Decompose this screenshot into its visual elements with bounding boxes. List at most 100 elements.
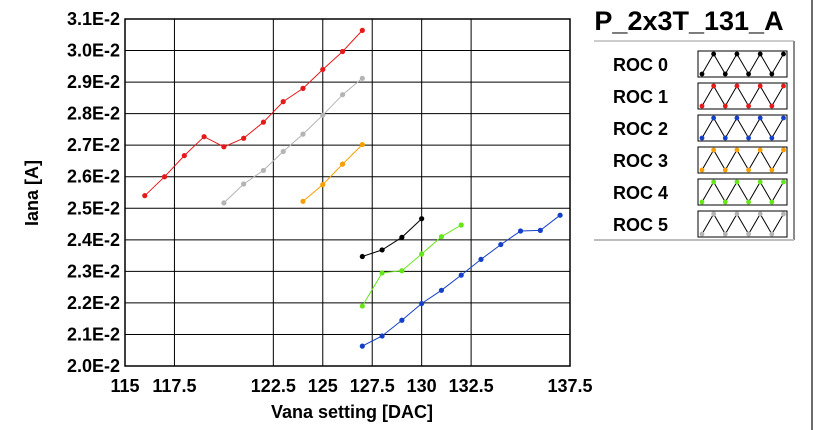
x-tick-label: 122.5 — [251, 376, 296, 396]
data-point — [260, 167, 267, 174]
x-tick-label: 125 — [308, 376, 338, 396]
legend-label: ROC 1 — [613, 87, 668, 107]
data-point — [241, 135, 247, 141]
series-0 — [359, 216, 425, 260]
y-tick-labels: 2.0E-2 2.1E-2 2.2E-2 2.3E-2 2.4E-2 2.5E-2 2.6E… — [67, 9, 120, 376]
data-point — [339, 92, 346, 98]
legend-swatch-point — [757, 147, 763, 153]
data-point — [181, 152, 187, 159]
data-point — [201, 134, 207, 140]
legend-swatch-line — [701, 149, 784, 171]
y-tick-label: 2.3E-2 — [67, 261, 120, 281]
data-point — [438, 234, 445, 240]
legend-label: ROC 4 — [613, 183, 668, 203]
legend-swatch-point — [746, 199, 751, 205]
series-line — [361, 224, 462, 307]
data-point — [517, 228, 524, 234]
series-3 — [300, 141, 365, 204]
legend-swatch-point — [734, 179, 740, 185]
data-point — [419, 300, 425, 307]
y-tick-label: 2.2E-2 — [67, 293, 120, 313]
legend-swatch-point — [722, 167, 728, 173]
legend-swatch-point — [722, 199, 728, 205]
legend-swatch-point — [781, 115, 786, 121]
x-tick-label: 115 — [110, 376, 139, 396]
legend-swatch-point — [711, 83, 717, 89]
series-line — [362, 214, 561, 347]
legend-swatch-point — [711, 115, 717, 121]
legend-swatch-point — [711, 211, 717, 217]
y-tick-label: 2.5E-2 — [67, 198, 120, 218]
legend-swatch-point — [746, 231, 751, 237]
x-tick-label: 127.5 — [350, 376, 395, 396]
x-tick-label: 137.5 — [547, 376, 592, 396]
data-point — [161, 174, 168, 180]
legend-swatch-point — [699, 103, 705, 109]
data-point — [359, 303, 365, 309]
series-2 — [359, 212, 563, 349]
data-point — [379, 270, 385, 276]
grid — [124, 18, 571, 367]
legend-swatch-point — [769, 71, 775, 77]
data-point — [320, 182, 326, 188]
data-point — [142, 193, 148, 199]
series-line — [223, 77, 363, 204]
y-tick-label: 2.0E-2 — [67, 356, 120, 376]
legend-swatch-point — [757, 51, 763, 57]
legend-swatch-point — [734, 211, 740, 217]
data-point — [280, 99, 286, 105]
data-point — [419, 251, 425, 257]
series-layer — [142, 27, 563, 349]
legend-swatch-point — [781, 211, 786, 217]
series-4 — [359, 222, 464, 309]
y-tick-label: 2.6E-2 — [67, 167, 120, 187]
legend-swatch-line — [701, 53, 784, 75]
y-tick-label: 2.4E-2 — [67, 230, 120, 250]
legend-swatch-point — [711, 179, 717, 185]
legend-swatch-point — [769, 103, 775, 109]
legend-entry: ROC 5 — [613, 210, 788, 238]
legend-swatch-point — [699, 231, 705, 237]
data-point — [280, 148, 286, 155]
data-point — [458, 222, 464, 228]
data-point — [379, 333, 385, 339]
legend-label: ROC 5 — [613, 215, 668, 235]
data-point — [300, 85, 306, 91]
data-point — [359, 141, 365, 148]
data-point — [359, 27, 365, 33]
data-point — [359, 75, 365, 81]
legend-swatch-point — [722, 71, 728, 77]
y-tick-label: 2.8E-2 — [67, 104, 120, 124]
data-point — [478, 256, 484, 262]
data-point — [300, 131, 306, 137]
legend-entry: ROC 3 — [613, 146, 788, 174]
legend-swatch-point — [734, 115, 740, 121]
legend-swatch-point — [746, 135, 751, 141]
series-line — [362, 218, 423, 257]
data-point — [241, 181, 247, 187]
legend-label: ROC 2 — [613, 119, 668, 139]
data-point — [300, 198, 306, 204]
data-point — [320, 66, 326, 73]
data-point — [537, 227, 543, 233]
legend-swatch-line — [701, 181, 784, 203]
series-5 — [221, 75, 365, 206]
legend-label: ROC 0 — [613, 55, 668, 75]
x-tick-label: 132.5 — [449, 376, 494, 396]
legend-swatch-point — [781, 179, 786, 185]
y-axis-title: Iana [A] — [22, 160, 42, 226]
data-point — [260, 119, 267, 125]
data-point — [419, 216, 425, 222]
legend-swatch-point — [781, 83, 786, 89]
data-point — [399, 268, 405, 274]
data-point — [339, 48, 346, 55]
data-point — [379, 247, 385, 253]
legend-swatch-point — [757, 83, 763, 89]
legend-swatch-line — [701, 213, 784, 235]
x-tick-labels: 115 117.5 122.5 125 127.5 130 132.5 137.5 — [110, 376, 592, 396]
legend-swatch-point — [769, 199, 775, 205]
legend-swatch-point — [722, 135, 728, 141]
data-point — [221, 200, 227, 206]
data-point — [320, 112, 326, 118]
series-1 — [142, 27, 365, 199]
